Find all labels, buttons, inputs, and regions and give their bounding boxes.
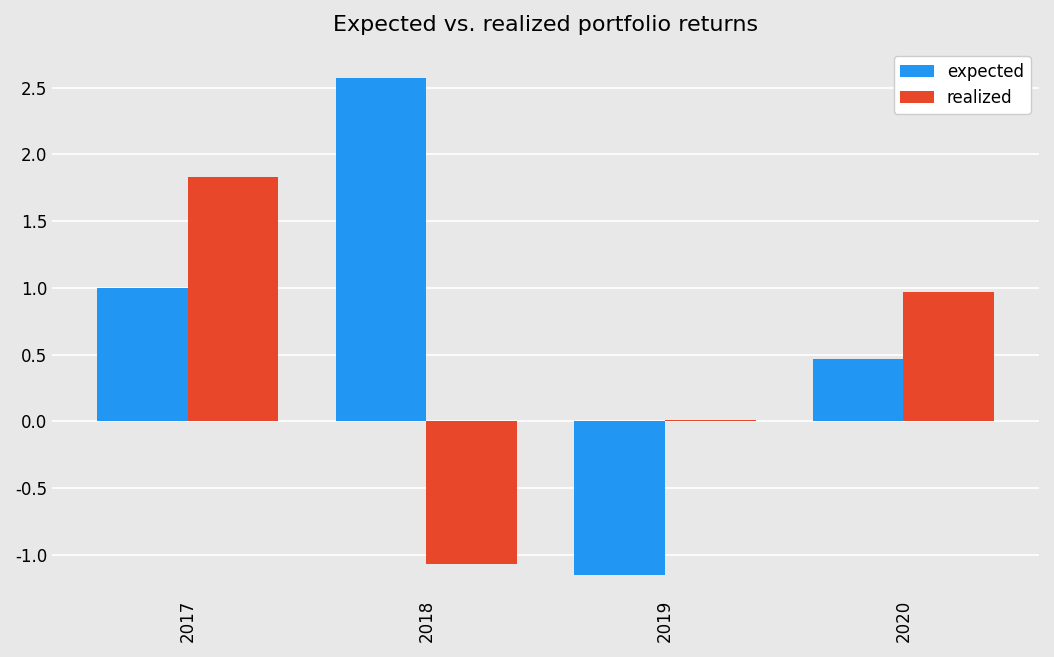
Bar xyxy=(665,420,756,421)
Bar xyxy=(903,292,994,421)
Bar xyxy=(335,78,426,421)
Bar xyxy=(188,177,278,421)
Bar xyxy=(97,288,188,421)
Bar xyxy=(813,359,903,421)
Legend: expected, realized: expected, realized xyxy=(894,56,1031,114)
Title: Expected vs. realized portfolio returns: Expected vs. realized portfolio returns xyxy=(333,15,758,35)
Bar xyxy=(574,421,665,575)
Bar xyxy=(426,421,516,564)
